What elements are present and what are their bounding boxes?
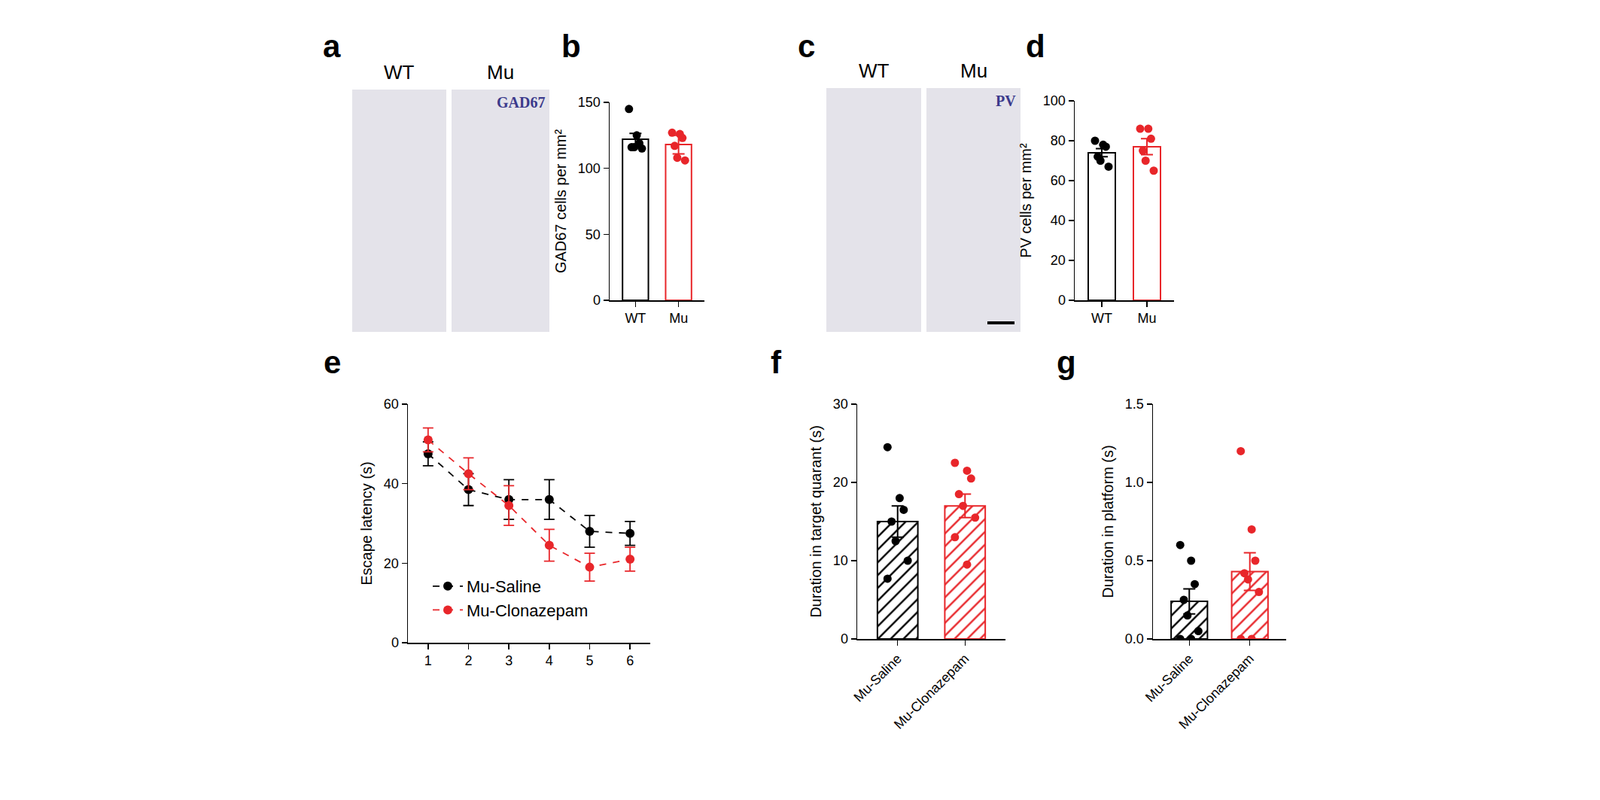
svg-text:Duration in platform (s): Duration in platform (s) (1099, 444, 1117, 598)
svg-text:PV: PV (995, 92, 1016, 110)
svg-text:Mu-Saline: Mu-Saline (850, 650, 904, 705)
svg-text:20: 20 (833, 474, 849, 490)
svg-text:4: 4 (545, 653, 554, 669)
svg-text:GAD67: GAD67 (496, 94, 545, 111)
svg-text:2: 2 (464, 653, 472, 669)
svg-text:20: 20 (383, 556, 399, 572)
svg-text:0: 0 (391, 635, 399, 651)
svg-text:1.0: 1.0 (1125, 474, 1144, 490)
svg-text:Mu-Clonazepam: Mu-Clonazepam (466, 601, 588, 621)
svg-text:e: e (323, 344, 341, 381)
svg-text:1.5: 1.5 (1125, 396, 1144, 412)
svg-text:40: 40 (1050, 212, 1066, 229)
svg-text:c: c (797, 28, 816, 64)
svg-text:WT: WT (1091, 310, 1113, 326)
svg-text:5: 5 (585, 653, 594, 669)
svg-text:30: 30 (833, 396, 849, 412)
svg-text:100: 100 (577, 161, 601, 177)
svg-text:Mu-Clonazepam: Mu-Clonazepam (1175, 650, 1257, 733)
svg-text:0: 0 (1058, 292, 1066, 308)
svg-text:80: 80 (1050, 133, 1066, 149)
svg-text:Mu: Mu (486, 60, 515, 84)
svg-text:Mu-Saline: Mu-Saline (1142, 650, 1196, 705)
svg-text:g: g (1056, 344, 1077, 381)
svg-text:40: 40 (383, 476, 399, 492)
svg-text:GAD67 cells per mm²: GAD67 cells per mm² (552, 129, 569, 274)
svg-text:3: 3 (504, 653, 513, 669)
svg-text:0: 0 (840, 631, 849, 647)
svg-text:f: f (770, 344, 782, 381)
svg-text:WT: WT (383, 60, 415, 84)
svg-text:0.0: 0.0 (1125, 631, 1144, 647)
svg-text:b: b (561, 28, 581, 64)
svg-text:6: 6 (626, 653, 634, 669)
svg-text:Mu-Saline: Mu-Saline (466, 577, 542, 597)
svg-text:0.5: 0.5 (1125, 553, 1144, 569)
svg-text:20: 20 (1050, 252, 1066, 268)
svg-text:Mu: Mu (960, 59, 988, 83)
svg-text:100: 100 (1043, 93, 1066, 109)
svg-text:PV cells per mm²: PV cells per mm² (1017, 142, 1035, 259)
svg-text:a: a (322, 28, 341, 64)
svg-text:60: 60 (383, 396, 399, 412)
svg-text:WT: WT (624, 310, 646, 326)
svg-text:10: 10 (833, 553, 849, 569)
svg-text:d: d (1025, 28, 1046, 64)
svg-text:60: 60 (1050, 173, 1066, 189)
svg-text:0: 0 (593, 292, 601, 308)
svg-text:Mu: Mu (669, 310, 688, 326)
svg-text:Escape latency (s): Escape latency (s) (358, 461, 375, 586)
svg-text:Duration in target quarant (s): Duration in target quarant (s) (807, 425, 825, 618)
svg-text:WT: WT (858, 59, 890, 83)
svg-text:Mu: Mu (1137, 310, 1156, 326)
svg-text:Mu-Clonazepam: Mu-Clonazepam (891, 650, 973, 733)
svg-text:150: 150 (577, 94, 601, 110)
svg-text:50: 50 (585, 227, 601, 243)
svg-text:1: 1 (424, 653, 432, 669)
